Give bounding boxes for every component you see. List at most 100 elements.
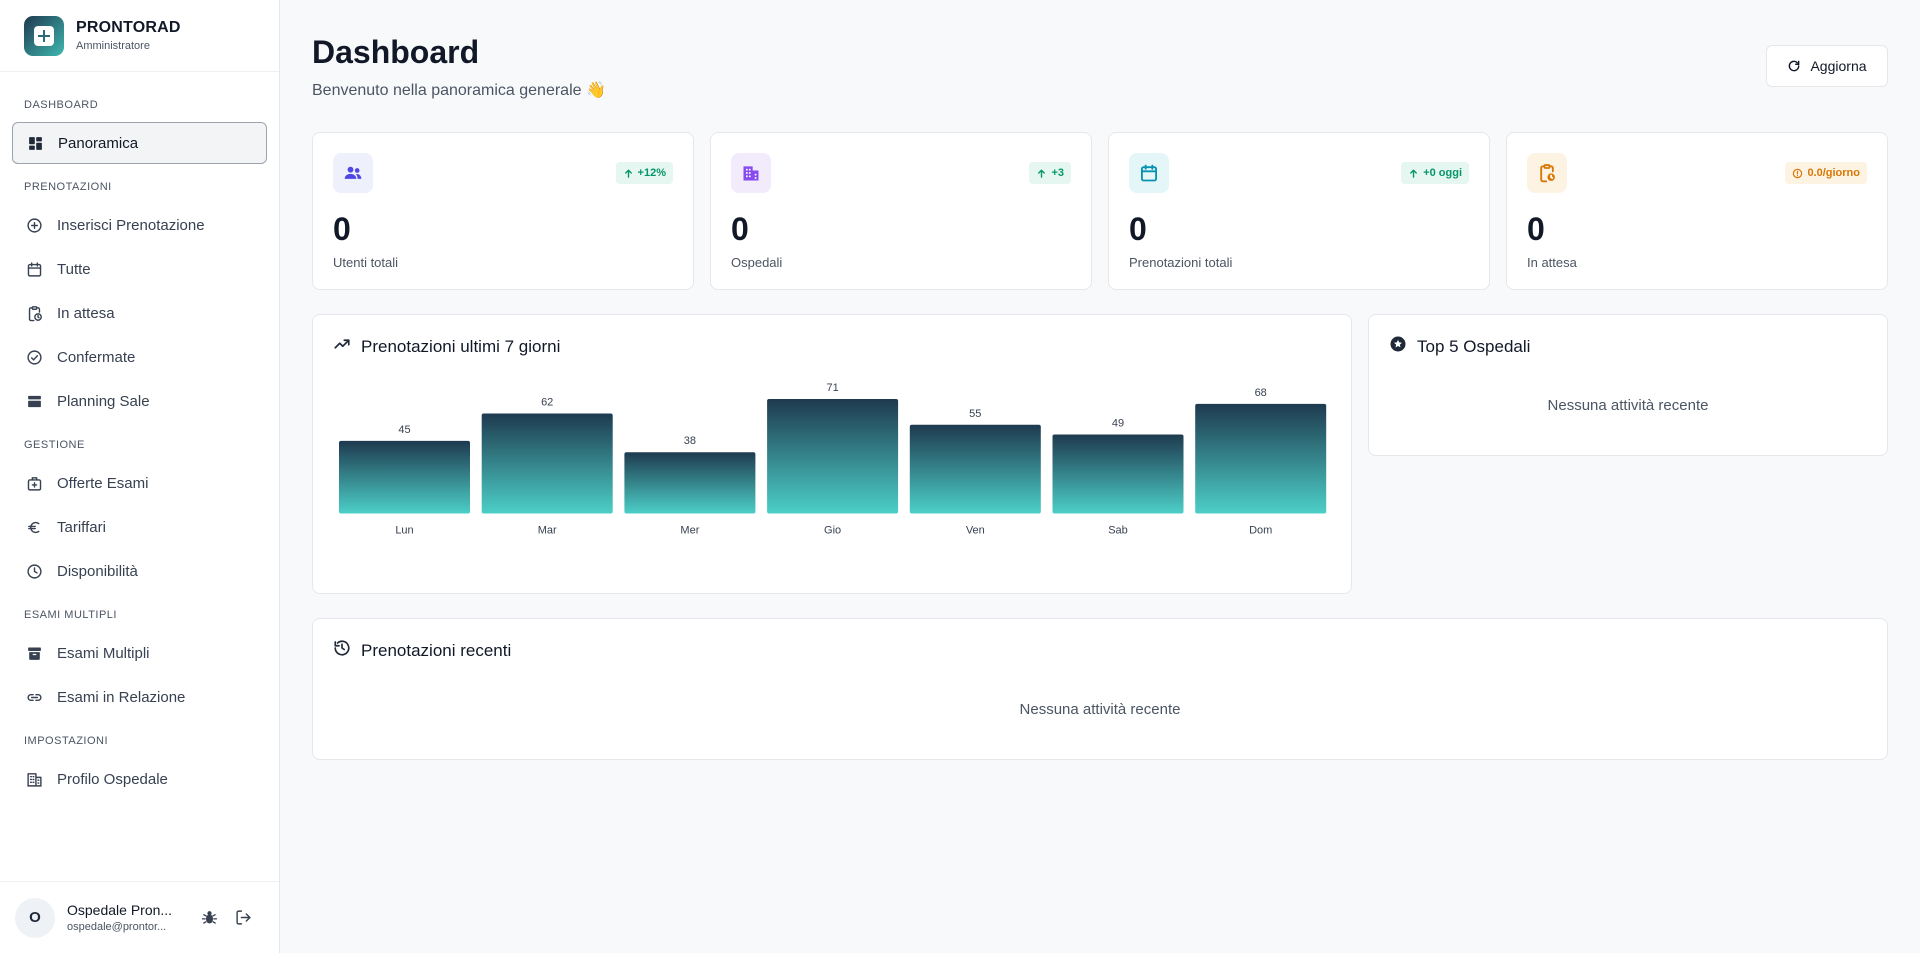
brand-logo xyxy=(24,15,64,56)
sidebar-item-label: Panoramica xyxy=(58,134,139,152)
page-title: Dashboard xyxy=(312,34,480,70)
chart-panel-title: Prenotazioni ultimi 7 giorni xyxy=(333,335,560,358)
sidebar-item-label: Inserisci Prenotazione xyxy=(57,216,205,234)
top-hospitals-panel: Top 5 Ospedali Nessuna attività recente xyxy=(1368,314,1888,456)
users-icon xyxy=(333,153,373,193)
sidebar-item-label: Tutte xyxy=(57,260,91,278)
sidebar-item-label: Offerte Esami xyxy=(57,474,149,492)
sidebar-item-label: Planning Sale xyxy=(57,392,150,410)
stat-badge: 0.0/giorno xyxy=(1785,162,1867,184)
nav-section-impostazioni: IMPOSTAZIONI xyxy=(24,735,109,747)
bar-category-label: Lun xyxy=(395,525,413,537)
stat-badge: +12% xyxy=(615,162,673,184)
stat-badge-text: 0.0/giorno xyxy=(1807,167,1860,179)
link-icon xyxy=(25,688,43,706)
stat-label: In attesa xyxy=(1527,255,1577,270)
stat-value: 0 xyxy=(731,211,749,247)
sidebar-item-confermate[interactable]: Confermate xyxy=(12,336,267,378)
recent-bookings-label: Prenotazioni recenti xyxy=(361,640,512,660)
clipboard-clock-icon xyxy=(25,304,43,322)
brand[interactable]: PRONTORAD Amministratore xyxy=(0,0,279,72)
sidebar-item-label: Esami in Relazione xyxy=(57,688,186,706)
sidebar-item-esami-in-relazione[interactable]: Esami in Relazione xyxy=(12,676,267,718)
archive-icon xyxy=(25,644,43,662)
sidebar-item-profilo-ospedale[interactable]: Profilo Ospedale xyxy=(12,758,267,800)
logout-icon[interactable] xyxy=(233,908,253,928)
clipboard-clock-icon xyxy=(1527,153,1567,193)
stat-badge-text: +12% xyxy=(637,167,666,179)
bug-icon[interactable] xyxy=(199,908,219,928)
bar-value-label: 62 xyxy=(541,397,553,409)
sidebar-item-label: Esami Multipli xyxy=(57,644,150,662)
user-email: ospedale@prontor... xyxy=(67,921,167,933)
sidebar-item-in-attesa[interactable]: In attesa xyxy=(12,292,267,334)
sidebar-nav: DASHBOARD Panoramica PRENOTAZIONI Inserisci… xyxy=(0,72,279,800)
medical-cross-icon xyxy=(34,25,54,46)
stat-badge: +3 xyxy=(1029,162,1071,184)
plus-circle-icon xyxy=(25,216,43,234)
sidebar-item-label: Profilo Ospedale xyxy=(57,770,168,788)
bar-ven[interactable] xyxy=(909,424,1041,514)
refresh-button[interactable]: Aggiorna xyxy=(1766,45,1888,87)
bar-category-label: Mer xyxy=(680,525,699,537)
sidebar-item-label: Disponibilità xyxy=(57,562,138,580)
euro-icon xyxy=(25,518,43,536)
nav-section-dashboard: DASHBOARD xyxy=(24,99,99,111)
bar-value-label: 68 xyxy=(1255,387,1267,399)
chart-panel: Prenotazioni ultimi 7 giorni 45 Lun 62 Mar 3… xyxy=(312,314,1352,594)
alert-circle-icon xyxy=(1792,168,1807,179)
stat-card: +0 oggi 0 Prenotazioni totali xyxy=(1108,132,1490,290)
bar-sab[interactable] xyxy=(1052,434,1184,514)
sidebar-item-disponibilità[interactable]: Disponibilità xyxy=(12,550,267,592)
recent-bookings-empty: Nessuna attività recente xyxy=(1019,701,1181,718)
bar-mar[interactable] xyxy=(481,413,613,514)
stat-card: +3 0 Ospedali xyxy=(710,132,1092,290)
bar-value-label: 45 xyxy=(398,424,410,436)
bar-value-label: 38 xyxy=(684,435,696,447)
sidebar-item-inserisci-prenotazione[interactable]: Inserisci Prenotazione xyxy=(12,204,267,246)
avatar[interactable]: O xyxy=(15,897,55,938)
sidebar-item-planning-sale[interactable]: Planning Sale xyxy=(12,380,267,422)
bar-value-label: 49 xyxy=(1112,417,1124,429)
nav-section-esami-multipli: ESAMI MULTIPLI xyxy=(24,609,117,621)
top-hospitals-title: Top 5 Ospedali xyxy=(1389,335,1530,358)
trending-up-icon xyxy=(333,335,361,358)
stat-badge-text: +3 xyxy=(1051,167,1064,179)
nav-section-prenotazioni: PRENOTAZIONI xyxy=(24,181,112,193)
sidebar-item-esami-multipli[interactable]: Esami Multipli xyxy=(12,632,267,674)
sidebar-item-offerte-esami[interactable]: Offerte Esami xyxy=(12,462,267,504)
top-hospitals-label: Top 5 Ospedali xyxy=(1417,336,1531,356)
arrow-up-icon xyxy=(623,168,638,179)
stats-row: +12% 0 Utenti totali +3 0 Ospedali +0 oggi 0 Pre… xyxy=(312,132,1888,290)
stat-value: 0 xyxy=(1129,211,1147,247)
building-icon xyxy=(25,770,43,788)
chart-title: Prenotazioni ultimi 7 giorni xyxy=(361,336,561,356)
page-subtitle: Benvenuto nella panoramica generale 👋 xyxy=(312,82,606,99)
stat-card: +12% 0 Utenti totali xyxy=(312,132,694,290)
bar-mer[interactable] xyxy=(624,452,756,514)
stat-value: 0 xyxy=(333,211,351,247)
sidebar-item-label: In attesa xyxy=(57,304,115,322)
history-icon xyxy=(333,639,361,662)
bar-category-label: Sab xyxy=(1108,525,1128,537)
layers-icon xyxy=(25,392,43,410)
stat-card: 0.0/giorno 0 In attesa xyxy=(1506,132,1888,290)
check-circle-icon xyxy=(25,348,43,366)
sidebar-item-tutte[interactable]: Tutte xyxy=(12,248,267,290)
calendar-icon xyxy=(1129,153,1169,193)
brand-role: Amministratore xyxy=(76,40,150,52)
bar-chart: 45 Lun 62 Mar 38 Mer 71 Gio 55 Ven 49 Sab 68 Dom xyxy=(339,382,1327,537)
medical-bag-icon xyxy=(25,474,43,492)
bar-lun[interactable] xyxy=(339,440,470,514)
stat-badge-text: +0 oggi xyxy=(1423,167,1462,179)
bar-gio[interactable] xyxy=(767,399,899,514)
bar-value-label: 55 xyxy=(969,408,981,420)
sidebar-item-tariffari[interactable]: Tariffari xyxy=(12,506,267,548)
bar-dom[interactable] xyxy=(1195,403,1327,514)
sidebar-item-label: Tariffari xyxy=(57,518,106,536)
sidebar-item-panoramica[interactable]: Panoramica xyxy=(12,122,267,164)
bar-category-label: Gio xyxy=(824,525,841,537)
recent-bookings-title: Prenotazioni recenti xyxy=(333,639,511,662)
stat-value: 0 xyxy=(1527,211,1545,247)
nav-section-gestione: GESTIONE xyxy=(24,439,85,451)
